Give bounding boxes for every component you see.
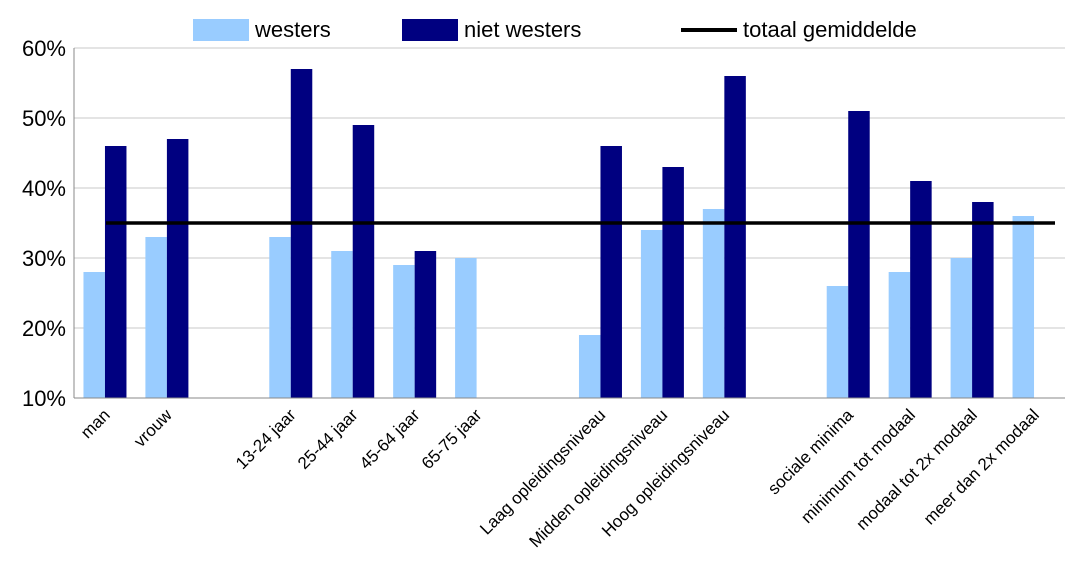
bar-westers [269,237,291,398]
bar-niet-westers [910,181,932,398]
legend-label-niet-westers: niet westers [464,17,582,42]
legend-item-niet-westers: niet westers [402,14,581,46]
bar-niet-westers [290,69,313,398]
bar-niet-westers [848,111,870,398]
y-tick-label: 60% [22,36,66,61]
bar-westers [950,258,973,398]
bar-westers [393,265,415,398]
x-tick-label: vrouw [130,405,176,451]
y-tick-label: 30% [22,246,66,271]
bar-niet-westers [662,167,684,398]
legend-item-average: totaal gemiddelde [681,14,917,46]
legend-label-westers: westers [255,17,331,42]
x-tick-label: Laag opleidingsniveau [476,405,609,538]
bar-niet-westers [414,251,437,398]
bar-westers [455,258,477,398]
x-tick-label: 45-64 jaar [356,405,424,473]
bar-westers [640,230,663,398]
x-tick-label: modaal tot 2x modaal [853,405,981,533]
bar-westers [145,237,167,398]
bar-niet-westers [352,125,375,398]
legend-item-westers: westers [193,14,331,46]
bar-westers [702,209,725,398]
bar-niet-westers [600,146,622,398]
bar-westers [826,286,849,398]
bar-westers [83,272,105,398]
y-tick-label: 40% [22,176,66,201]
bar-westers [331,251,353,398]
legend-swatch-niet-westers [402,19,458,41]
legend-label-average: totaal gemiddelde [743,17,917,42]
x-tick-label: minimum tot modaal [797,405,919,527]
bar-niet-westers [972,202,994,398]
bar-niet-westers [724,76,746,398]
y-tick-label: 10% [22,386,66,411]
legend-swatch-westers [193,19,249,41]
y-tick-label: 20% [22,316,66,341]
bar-niet-westers [104,146,127,398]
x-tick-label: 25-44 jaar [294,405,362,473]
x-tick-label: 65-75 jaar [418,405,486,473]
y-tick-label: 50% [22,106,66,131]
x-tick-label: man [77,405,114,442]
bar-westers [888,272,911,398]
chart-legend: westers niet westers totaal gemiddelde [0,14,1074,46]
x-tick-label: meer dan 2x modaal [920,405,1043,528]
bar-westers [1012,216,1035,398]
x-tick-label: 13-24 jaar [232,405,300,473]
legend-swatch-average [681,28,737,32]
bar-niet-westers [166,139,189,398]
x-tick-label: Hoog opleidingsniveau [598,405,733,540]
bar-westers [578,335,601,398]
